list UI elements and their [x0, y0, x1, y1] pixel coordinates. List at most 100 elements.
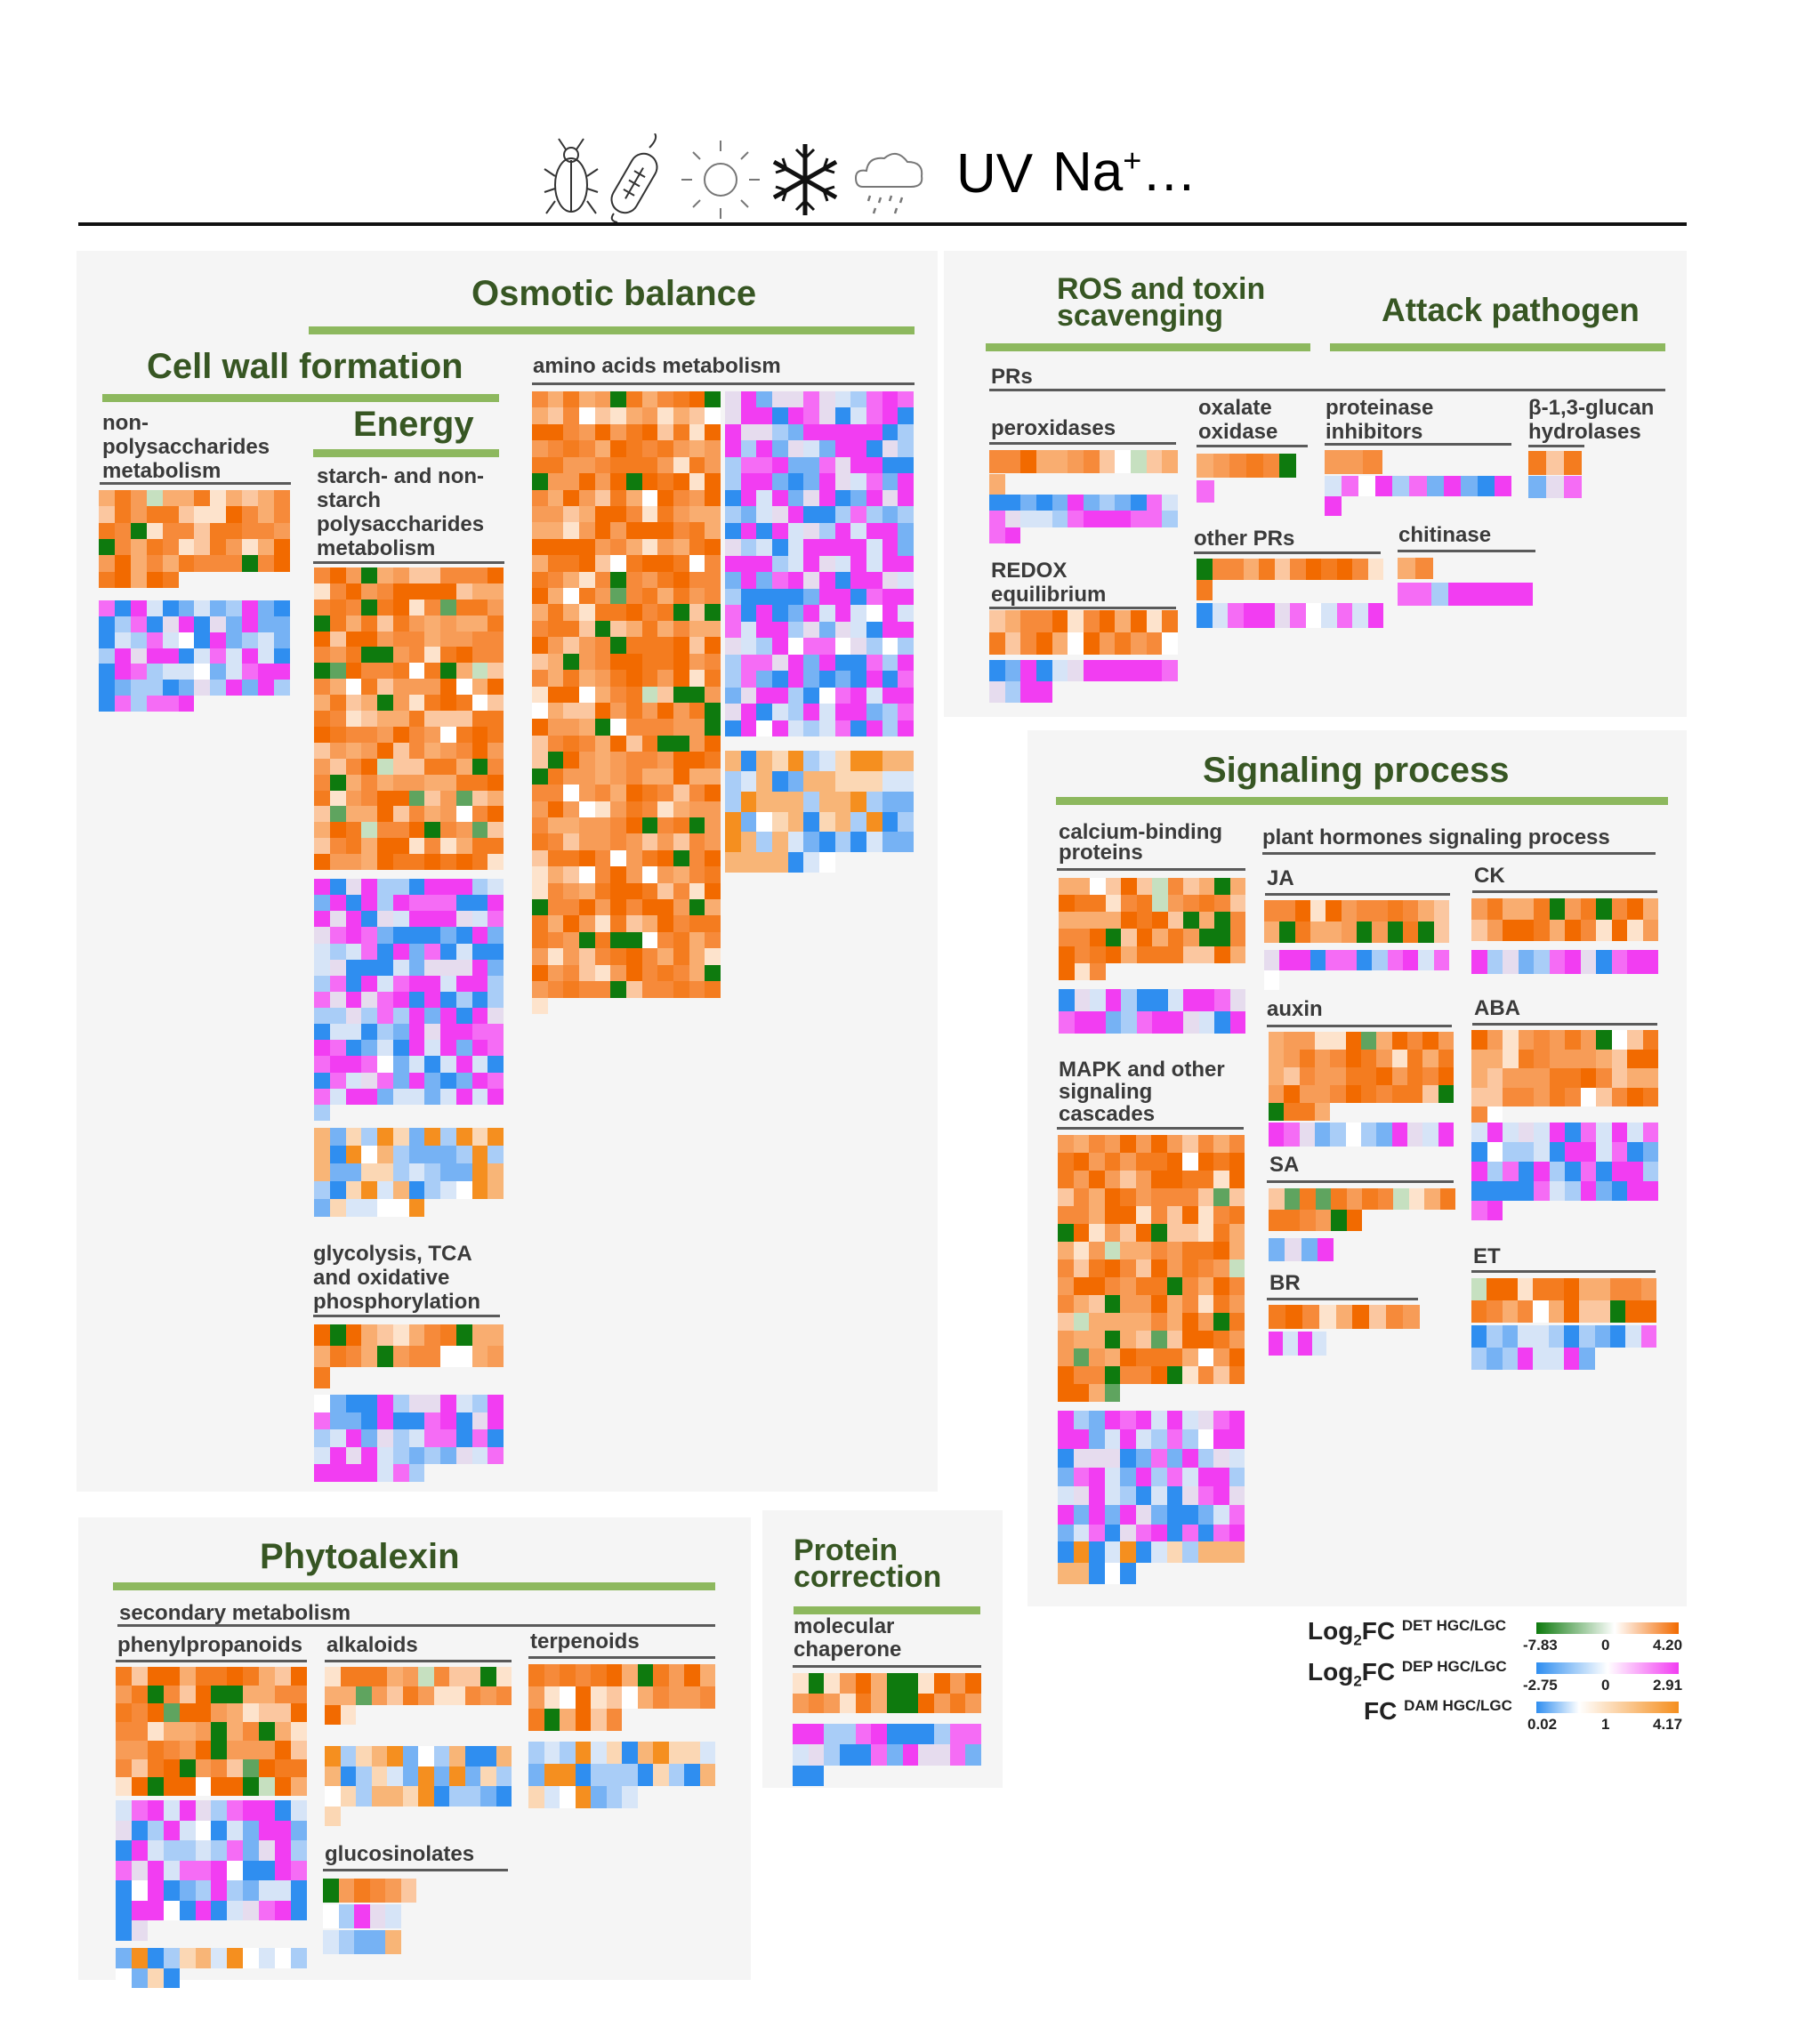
bar-attack: [1330, 343, 1665, 351]
heatmap-cell: [1214, 878, 1230, 896]
heatmap-cell: [657, 833, 673, 850]
heatmap-cell: [1627, 1162, 1643, 1181]
label-molecular-chaperone: molecular chaperone: [794, 1614, 902, 1662]
heatmap-cell: [464, 1766, 480, 1786]
heatmap-cell: [657, 817, 673, 834]
heatmap-cell: [424, 726, 440, 743]
heatmap-cell: [116, 1722, 132, 1741]
heatmap-cell: [226, 490, 243, 507]
heatmap-cell: [882, 423, 898, 441]
heatmap-cell: [471, 1040, 488, 1057]
heatmap-cell: [606, 1709, 622, 1731]
heatmap-cell: [424, 647, 440, 664]
heatmap-cell: [418, 1786, 434, 1807]
heatmap-cell: [1058, 1541, 1074, 1563]
heatmap-cell: [1318, 1238, 1334, 1261]
heatmap-cell: [824, 1693, 840, 1713]
heatmap-cell: [408, 927, 425, 944]
label-glycolysis: glycolysis, TCA and oxidative phosphoryl…: [313, 1242, 480, 1314]
heatmap-cell: [705, 801, 721, 817]
heatmap-cell: [345, 838, 362, 855]
heatmap-cell: [1471, 1123, 1487, 1142]
heatmap-cell: [471, 838, 488, 855]
heatmap-cell: [1073, 1135, 1089, 1153]
heatmap-cell: [227, 1860, 244, 1881]
heatmap-cell: [1136, 895, 1152, 913]
heatmap-cell: [449, 1786, 465, 1807]
heatmap-cell: [345, 711, 362, 727]
heatmap-cell: [1376, 1032, 1392, 1050]
heatmap-cell: [725, 791, 741, 812]
heatmap-cell: [1115, 495, 1131, 511]
heatmap-cell: [594, 620, 611, 638]
heatmap-block-det: [1197, 454, 1296, 478]
heatmap-cell: [787, 791, 804, 812]
heatmap-cell: [705, 768, 721, 785]
heatmap-cell: [242, 555, 259, 572]
heatmap-cell: [274, 506, 290, 523]
heatmap-cell: [882, 605, 898, 622]
heatmap-cell: [408, 1395, 425, 1412]
heatmap-cell: [361, 726, 377, 743]
heatmap-cell: [547, 604, 564, 621]
heatmap-cell: [1120, 1366, 1136, 1384]
heatmap-cell: [866, 555, 882, 573]
heatmap-cell: [1565, 1123, 1581, 1142]
heatmap-cell: [532, 440, 548, 457]
heatmap-cell: [455, 1146, 472, 1163]
heatmap-cell: [1534, 950, 1550, 974]
heatmap-cell: [1198, 878, 1214, 896]
heatmap-cell: [1534, 920, 1550, 941]
heatmap-cell: [1136, 929, 1152, 946]
heatmap-cell: [345, 1429, 362, 1447]
heatmap-cell: [1596, 1030, 1612, 1050]
heatmap-cell: [1611, 1123, 1627, 1142]
heatmap-cell: [1167, 878, 1183, 896]
heatmap-cell: [610, 735, 626, 752]
heatmap-cell: [594, 882, 611, 900]
heatmap-cell: [329, 854, 346, 870]
heatmap-cell: [488, 1395, 504, 1412]
heatmap-cell: [1565, 1087, 1581, 1107]
heatmap-cell: [1166, 1135, 1182, 1153]
heatmap-cell: [131, 1740, 148, 1759]
heatmap-cell: [195, 1840, 212, 1861]
heatmap-cell: [771, 791, 788, 812]
heatmap-cell: [578, 703, 595, 720]
heatmap-cell: [211, 1880, 228, 1901]
heatmap-cell: [314, 1040, 330, 1057]
heatmap-cell: [1433, 950, 1449, 970]
heatmap-cell: [146, 648, 163, 664]
heatmap-cell: [756, 654, 772, 672]
heatmap-block-det: [116, 1667, 307, 1796]
heatmap-cell: [361, 822, 377, 839]
heatmap-cell: [195, 1900, 212, 1921]
heatmap-cell: [637, 1664, 653, 1686]
heatmap-cell: [361, 1024, 377, 1041]
heatmap-cell: [455, 695, 472, 712]
heatmap-cell: [1229, 1366, 1245, 1384]
heatmap-cell: [1471, 1201, 1487, 1220]
heatmap-cell: [1290, 559, 1306, 580]
heatmap-cell: [725, 473, 741, 490]
heatmap-cell: [329, 1128, 346, 1146]
heatmap-cell: [392, 1181, 409, 1199]
heatmap-cell: [725, 489, 741, 507]
heatmap-cell: [424, 1146, 440, 1163]
heatmap-cell: [345, 1181, 362, 1199]
heatmap-cell: [1135, 1277, 1151, 1295]
heatmap-cell: [1285, 1238, 1301, 1261]
heatmap-cell: [455, 774, 472, 791]
label-aba: ABA: [1474, 996, 1520, 1020]
heatmap-cell: [455, 806, 472, 823]
heatmap-cell: [1274, 559, 1290, 580]
heatmap-cell: [1183, 878, 1199, 896]
heatmap-cell: [787, 473, 804, 490]
heatmap-cell: [1166, 1348, 1182, 1366]
heatmap-cell: [578, 489, 595, 506]
heatmap-cell: [147, 1703, 164, 1723]
heatmap-block-det: [989, 474, 1178, 501]
heatmap-cell: [1301, 1238, 1318, 1261]
heatmap-cell: [1580, 1142, 1596, 1162]
heatmap-cell: [471, 1412, 488, 1430]
